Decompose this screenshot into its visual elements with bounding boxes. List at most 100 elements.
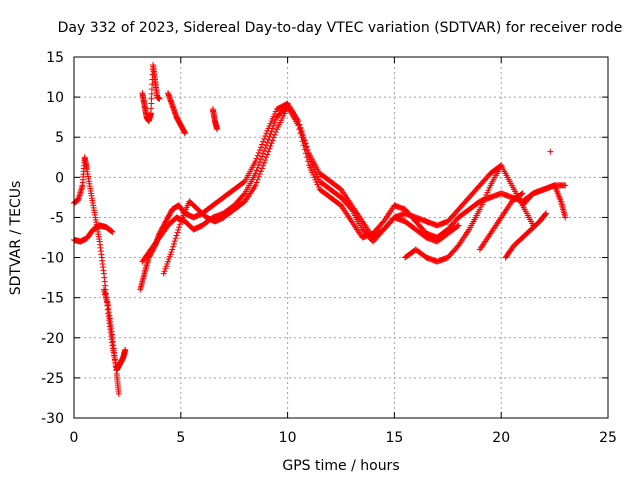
data-point	[272, 116, 279, 123]
data-point	[264, 151, 271, 158]
data-point	[172, 235, 179, 242]
data-point	[176, 224, 183, 231]
series-isolated	[547, 148, 554, 155]
data-point	[169, 246, 176, 253]
y-axis-label: SDTVAR / TECUs	[8, 181, 24, 296]
data-point	[299, 138, 306, 145]
data-point	[266, 133, 273, 140]
series-rise-c	[160, 103, 569, 277]
data-point	[272, 129, 279, 136]
data-point	[263, 154, 270, 161]
data-point	[252, 170, 259, 177]
series-rise-b	[139, 102, 537, 265]
data-point	[261, 147, 268, 154]
data-point	[214, 126, 221, 133]
data-point	[300, 142, 307, 149]
data-point	[270, 122, 277, 129]
data-point	[182, 130, 189, 137]
axis-ticks: 0 5 10 15 20 25 -30 -25 -20 -15 -10 -5 0 5 10 15	[41, 50, 617, 446]
x-tick-label: 0	[70, 430, 79, 446]
data-point	[258, 165, 265, 172]
x-tick-label: 20	[492, 430, 510, 446]
data-point	[253, 167, 260, 174]
series-late-b	[476, 190, 526, 253]
data-point	[255, 173, 262, 180]
data-point	[170, 240, 177, 247]
data-point	[256, 159, 263, 166]
x-tick-label: 5	[176, 430, 185, 446]
data-point	[297, 130, 304, 137]
data-point	[257, 156, 264, 163]
data-point	[262, 157, 269, 164]
data-point	[240, 191, 247, 198]
data-point	[175, 226, 182, 233]
y-tick-label: -25	[41, 371, 64, 387]
series-late-d	[519, 182, 569, 221]
data-point	[296, 126, 303, 133]
data-point	[562, 182, 569, 189]
y-tick-label: -20	[41, 331, 64, 347]
data-point	[252, 158, 259, 165]
data-point	[269, 137, 276, 144]
data-point	[518, 191, 525, 198]
series-early-base	[71, 222, 116, 245]
x-axis-label: GPS time / hours	[282, 458, 399, 474]
plot-frame	[73, 56, 609, 419]
data-point	[156, 95, 163, 102]
data-point	[268, 128, 275, 135]
data-point	[302, 150, 309, 157]
data-point	[266, 145, 273, 152]
data-point	[171, 238, 178, 245]
data-point	[267, 131, 274, 138]
data-point	[253, 155, 260, 162]
x-tick-label: 15	[385, 430, 403, 446]
data-point	[260, 138, 267, 145]
series-arc-4h	[164, 90, 189, 137]
series-late-c	[502, 210, 550, 261]
data-point	[109, 228, 116, 235]
data-point	[263, 142, 270, 149]
data-point	[254, 164, 261, 171]
data-point	[255, 149, 262, 156]
y-tick-label: -10	[41, 251, 64, 267]
data-point	[254, 176, 261, 183]
data-point	[519, 190, 526, 197]
chart-title: Day 332 of 2023, Sidereal Day-to-day VTE…	[58, 20, 623, 36]
data-point	[301, 146, 308, 153]
data-point	[260, 150, 267, 157]
data-point	[295, 122, 302, 129]
data-point	[262, 133, 269, 140]
y-tick-label: 10	[46, 90, 64, 106]
data-point	[256, 171, 263, 178]
data-point	[271, 119, 278, 126]
data-point	[122, 346, 129, 353]
data-point	[252, 182, 259, 189]
data-point	[115, 390, 122, 397]
data-point	[455, 222, 462, 229]
grid	[74, 57, 608, 418]
data-point	[547, 148, 554, 155]
data-point	[265, 148, 272, 155]
data-point	[271, 131, 278, 138]
data-point	[298, 134, 305, 141]
series-early-dip-b	[100, 286, 122, 397]
data-point	[257, 144, 264, 151]
data-points	[71, 62, 569, 397]
y-tick-label: -15	[41, 291, 64, 307]
y-tick-label: 15	[46, 50, 64, 66]
data-point	[254, 152, 261, 159]
data-point	[264, 139, 271, 146]
data-point	[498, 162, 505, 169]
data-point	[258, 141, 265, 148]
data-point	[267, 143, 274, 150]
y-tick-label: -5	[50, 210, 64, 226]
data-point	[176, 221, 183, 228]
data-point	[257, 168, 264, 175]
series-arc-6h	[209, 106, 221, 133]
data-point	[255, 161, 262, 168]
series-late-a	[402, 162, 505, 265]
y-tick-label: 5	[55, 130, 64, 146]
y-tick-label: 0	[55, 170, 64, 186]
data-point	[262, 145, 269, 152]
data-point	[303, 154, 310, 161]
